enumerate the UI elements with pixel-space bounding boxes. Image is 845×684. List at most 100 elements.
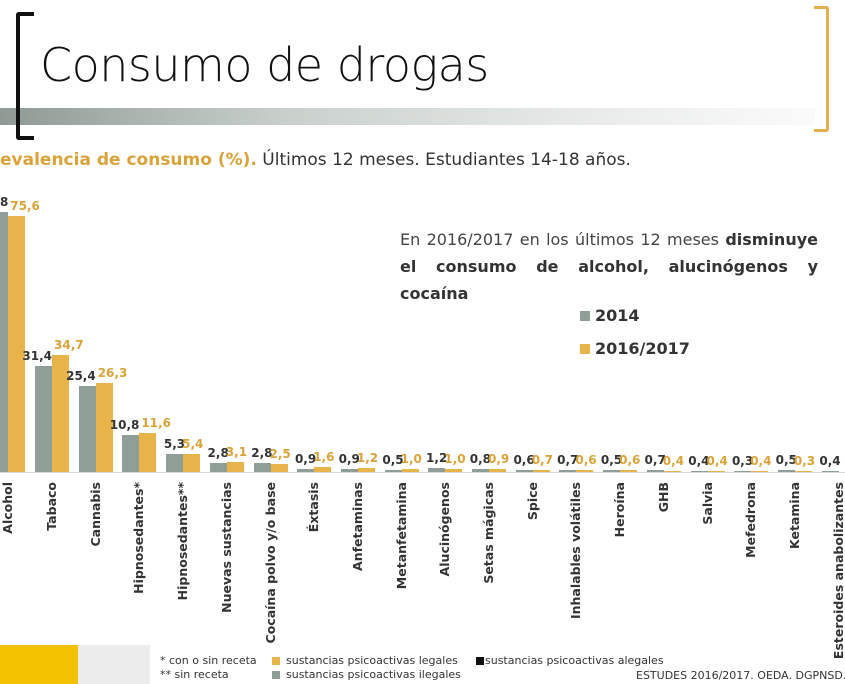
data-label: ,8 <box>0 195 9 210</box>
legend-swatch <box>580 343 590 354</box>
bar-2014 <box>559 469 577 472</box>
data-label: 0,4 <box>662 453 685 468</box>
legend-label: sustancias psicoactivas legales <box>286 654 458 667</box>
header-band <box>0 108 815 125</box>
data-label: 0,4 <box>819 453 841 468</box>
footer: * con o sin receta ** sin receta sustanc… <box>0 645 845 684</box>
footer-legend-alegal: sustancias psicoactivas alegales <box>476 654 664 667</box>
bar-2014 <box>384 470 402 472</box>
data-label: 2,8 <box>251 445 273 460</box>
bar-2016-2017 <box>95 383 113 472</box>
data-label: 0,7 <box>531 452 553 467</box>
legend-label: 2014 <box>595 306 640 325</box>
bar-2014 <box>0 212 9 472</box>
bar-2016-2017 <box>532 469 550 472</box>
category-label: Hipnosedantes** <box>175 482 190 604</box>
legend-item-2014: 2014 <box>580 306 640 325</box>
bar-2014 <box>209 462 227 472</box>
bar-2014 <box>122 435 140 472</box>
bar-2014 <box>821 470 839 472</box>
category-text: Éxtasis <box>306 482 322 533</box>
category-text: Anfetaminas <box>349 482 365 571</box>
bar-2016-2017 <box>270 463 288 472</box>
data-label: 0,9 <box>294 451 317 466</box>
category-text: Nuevas sustancias <box>218 482 234 613</box>
data-label: 2,8 <box>207 445 229 460</box>
bar-2016-2017 <box>8 216 26 472</box>
category-text: Cannabis <box>87 482 103 547</box>
bar-2016-2017 <box>183 453 201 472</box>
data-label: 25,4 <box>66 369 96 384</box>
bar-2014 <box>472 469 489 472</box>
category-label: Spice <box>525 482 540 524</box>
category-label: Hipnosedantes* <box>131 482 146 598</box>
data-label: 0,6 <box>575 452 597 467</box>
data-label: 0,8 <box>469 452 491 467</box>
annotation-text: En 2016/2017 en los últimos 12 meses <box>400 230 726 249</box>
data-label: 1,6 <box>313 449 335 464</box>
bar-2016-2017 <box>663 470 681 472</box>
bar-2016-2017 <box>226 461 244 472</box>
category-label: Ketamina <box>787 482 802 553</box>
page-title: Consumo de drogas <box>40 38 489 92</box>
bar-2016-2017 <box>794 470 812 472</box>
data-label: 11,6 <box>141 415 171 430</box>
category-text: Ketamina <box>786 482 802 549</box>
bar-2016-2017 <box>707 470 725 472</box>
category-text: Spice <box>524 482 540 521</box>
category-text: Metanfetamina <box>393 482 409 590</box>
data-label: 0,9 <box>488 451 510 466</box>
category-label: Metanfetamina <box>394 482 409 593</box>
category-label: Heroína <box>612 482 627 541</box>
annotation: En 2016/2017 en los últimos 12 meses dis… <box>400 226 818 307</box>
bar-2016-2017 <box>751 470 769 472</box>
data-label: 10,8 <box>109 418 140 433</box>
data-label: 34,7 <box>54 337 84 352</box>
bar-2014 <box>646 469 664 472</box>
footer-legend-illegal: sustancias psicoactivas ilegales <box>272 668 461 681</box>
category-label: GHB <box>656 482 671 516</box>
chart-subtitle: evalencia de consumo (%). Últimos 12 mes… <box>0 150 631 170</box>
footnote: ** sin receta <box>160 668 229 681</box>
data-label: 0,4 <box>688 453 710 468</box>
data-label: 5,4 <box>182 436 204 451</box>
category-label: Cannabis <box>88 482 103 551</box>
bar-2014 <box>515 469 533 472</box>
category-text: Inhalables volátiles <box>568 482 584 620</box>
bar-2014 <box>35 365 52 472</box>
category-text: Salvia <box>699 482 715 525</box>
subtitle-rest: Últimos 12 meses. Estudiantes 14-18 años… <box>256 150 631 170</box>
bar-2016-2017 <box>139 432 157 472</box>
data-label: 0,3 <box>793 453 816 468</box>
data-label: 0,5 <box>775 453 797 468</box>
bar-2016-2017 <box>620 469 638 472</box>
bar-2014 <box>603 470 621 472</box>
legend-swatch <box>476 657 484 665</box>
data-label: 5,3 <box>163 437 186 452</box>
bar-2016-2017 <box>314 466 332 472</box>
data-label: 0,6 <box>619 452 641 467</box>
right-bracket <box>814 6 829 132</box>
data-label: 0,6 <box>513 452 535 467</box>
bar-2014 <box>734 470 752 472</box>
data-label: 0,4 <box>706 453 728 468</box>
legend-label: sustancias psicoactivas alegales <box>485 654 664 667</box>
category-text: Alucinógenos <box>437 482 453 577</box>
source: ESTUDES 2016/2017. OEDA. DGPNSD. M <box>636 669 845 682</box>
data-label: 1,0 <box>444 451 466 466</box>
data-label: 0,5 <box>382 453 404 468</box>
category-label: Esteroides anabolizantes <box>831 482 845 663</box>
bar-2014 <box>78 386 96 472</box>
category-text: Alcohol <box>0 482 16 534</box>
category-text: Cocaína polvo y/o base <box>262 482 278 644</box>
legend-swatch <box>580 310 590 321</box>
data-label: 0,7 <box>644 452 666 467</box>
data-label: 75,6 <box>10 199 40 214</box>
data-label: 26,3 <box>97 366 128 381</box>
legend-swatch <box>272 657 280 665</box>
bar-2014 <box>777 470 795 472</box>
bar-2016-2017 <box>52 354 69 472</box>
bar-2014 <box>690 470 708 472</box>
category-text: GHB <box>655 482 671 513</box>
